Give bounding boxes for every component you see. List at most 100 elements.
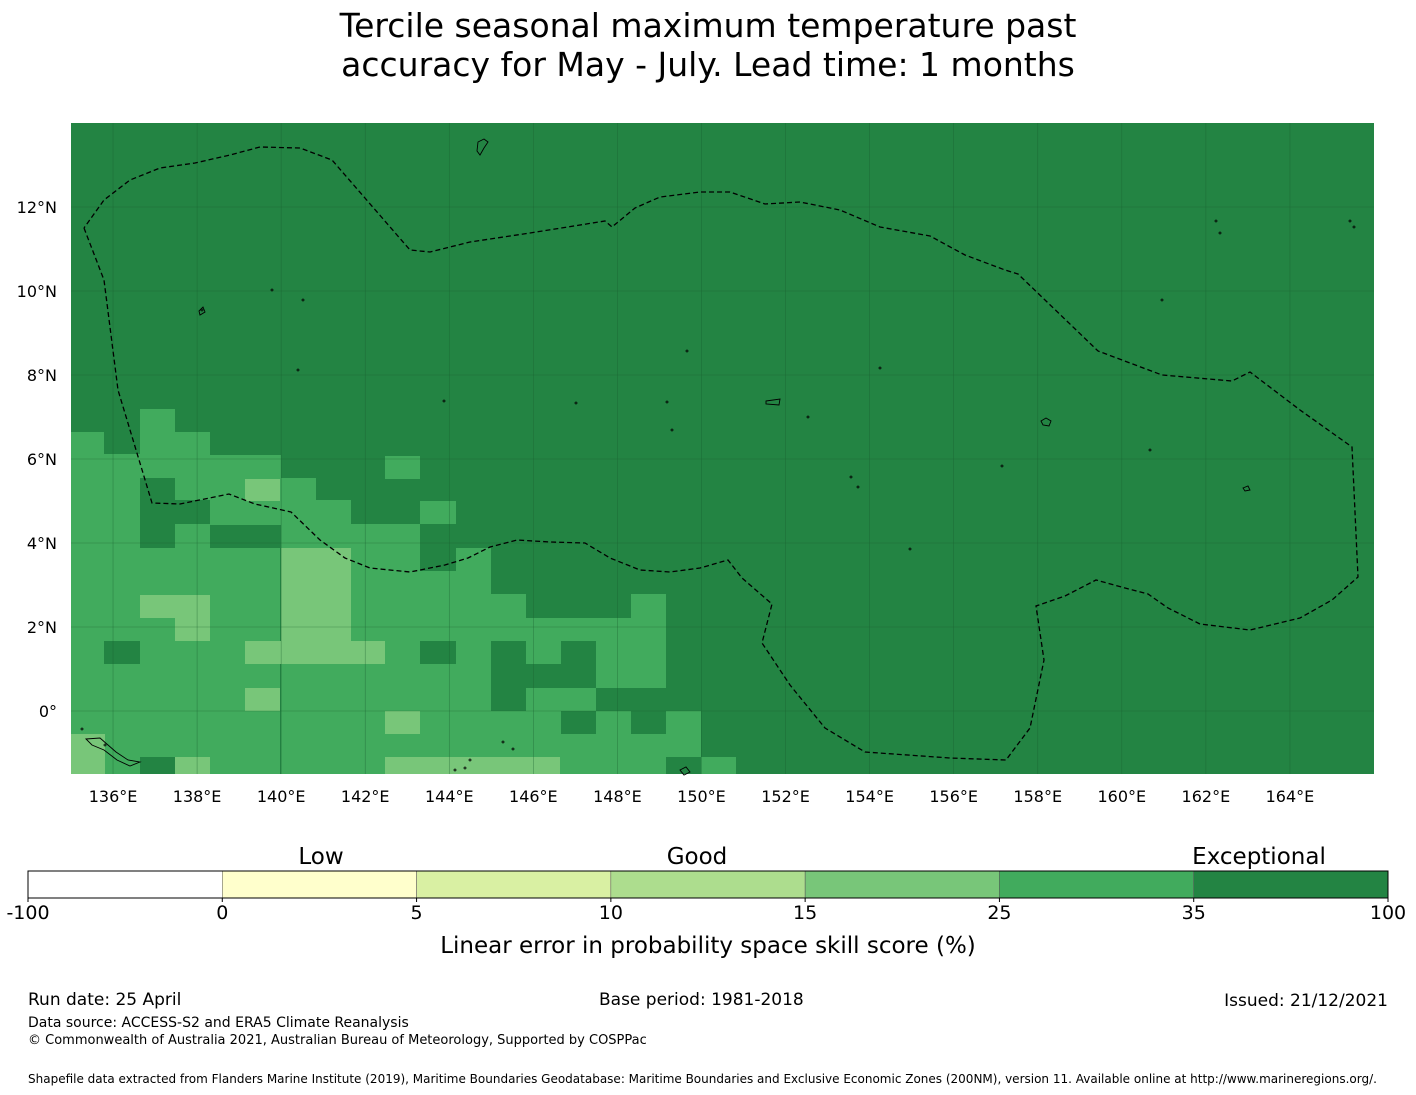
longitude-tick-label: 140°E [257, 787, 306, 806]
grid-cell [351, 524, 421, 548]
island-marker [849, 475, 853, 479]
colorbar-bin [27, 870, 223, 899]
grid-cell [245, 479, 280, 501]
longitude-tick-label: 160°E [1097, 787, 1146, 806]
islands [80, 138, 1356, 776]
island-marker [80, 727, 84, 731]
grid-cell [420, 641, 456, 664]
island-marker [270, 288, 274, 292]
colorbar-bin [804, 870, 1000, 899]
island-marker [670, 428, 674, 432]
latitude-tick-label: 10°N [17, 282, 57, 301]
latitude-tick-label: 8°N [27, 366, 57, 385]
grid-cell [140, 409, 175, 479]
colorbar-ticks: -100 0 5 10 15 25 35 100 [6, 898, 1406, 924]
run-date: Run date: 25 April [28, 990, 182, 1010]
island-marker [878, 366, 882, 370]
island-marker [1000, 464, 1004, 468]
longitude-tick-label: 146°E [509, 787, 558, 806]
island-marker [296, 368, 300, 372]
island-outline [198, 306, 206, 316]
latitude-tick-label: 12°N [17, 198, 57, 217]
longitude-tick-label: 144°E [425, 787, 474, 806]
title-line-1: Tercile seasonal maximum temperature pas… [339, 6, 1077, 45]
grid-cell [245, 641, 281, 664]
island-marker [685, 349, 689, 353]
colorbar-tick-label: 25 [987, 902, 1011, 924]
longitude-tick-label: 156°E [929, 787, 978, 806]
grid-cell [140, 595, 210, 618]
island-marker [442, 399, 446, 403]
issued-date: Issued: 21/12/2021 [1224, 991, 1388, 1011]
island-outline [765, 398, 781, 406]
island-marker [908, 547, 912, 551]
grid-cell [701, 757, 736, 774]
longitude-tick-label: 162°E [1182, 787, 1231, 806]
island-marker [1218, 231, 1222, 235]
longitude-tick-label: 150°E [677, 787, 726, 806]
longitude-tick-label: 158°E [1013, 787, 1062, 806]
data-source: Data source: ACCESS-S2 and ERA5 Climate … [28, 1015, 409, 1031]
island-marker [665, 400, 669, 404]
colorbar-tick-label: 15 [793, 902, 817, 924]
island-marker [453, 768, 457, 772]
island-marker [856, 485, 860, 489]
colorbar-label: Linear error in probability space skill … [440, 933, 976, 959]
grid-cell [456, 548, 491, 571]
grid-cell [281, 478, 316, 548]
skill-score-map: 136°E 138°E 140°E 142°E 144°E 146°E 148°E 150°E… [17, 123, 1374, 806]
grid-cell [104, 454, 140, 500]
colorbar-tick-label: 100 [1370, 902, 1406, 924]
colorbar-outline [27, 870, 1389, 899]
island-outline [476, 138, 489, 156]
grid-cell [71, 734, 105, 774]
longitude-tick-label: 138°E [173, 787, 222, 806]
grid-cell [526, 664, 596, 688]
island-marker [501, 740, 505, 744]
grid-cell [245, 688, 280, 711]
latitude-tick-label: 6°N [27, 450, 57, 469]
grid-cell [666, 711, 701, 757]
grid-cell [491, 641, 526, 711]
island-marker [511, 747, 515, 751]
colorbar-bin [610, 870, 806, 899]
grid-cell [666, 757, 701, 774]
grid-cell [561, 641, 596, 664]
colorbar-bins [27, 870, 1389, 899]
colorbar-bin [999, 870, 1194, 899]
grid-cell [385, 757, 420, 774]
title-line-2: accuracy for May - July. Lead time: 1 mo… [341, 45, 1075, 84]
grid-cell [420, 524, 456, 571]
colorbar-category-good: Good [667, 844, 728, 870]
grid-cell [596, 688, 666, 711]
longitude-tick-label: 152°E [761, 787, 810, 806]
gridlines [71, 123, 1374, 774]
longitude-tick-label: 164°E [1266, 787, 1315, 806]
grid-cell [351, 641, 385, 664]
grid-cell [631, 594, 666, 618]
grid-cell [316, 500, 351, 548]
shapefile-credit: Shapefile data extracted from Flanders M… [28, 1072, 1377, 1086]
colorbar-tick-label: 10 [599, 902, 623, 924]
island-outline [84, 737, 142, 767]
longitude-tick-label: 148°E [593, 787, 642, 806]
longitude-ticks: 136°E 138°E 140°E 142°E 144°E 146°E 148°E 150°E… [89, 787, 1315, 806]
colorbar-tick-label: -100 [6, 902, 49, 924]
grid-cell [175, 432, 210, 478]
island-marker [806, 415, 810, 419]
grid-cell [420, 501, 456, 524]
latitude-tick-label: 0° [39, 702, 57, 721]
colorbar: Low Good Exceptional -100 0 5 10 15 25 35 100 L… [6, 844, 1406, 959]
colorbar-bin [416, 870, 612, 899]
island-outline [679, 766, 691, 776]
island-marker [200, 308, 204, 312]
grid-cell [140, 757, 175, 774]
longitude-tick-label: 136°E [89, 787, 138, 806]
colorbar-bin [222, 870, 417, 899]
island-marker [468, 758, 472, 762]
island-marker [301, 298, 305, 302]
grid-cell [140, 478, 175, 548]
grid-cell [631, 711, 666, 734]
longitude-tick-label: 142°E [341, 787, 390, 806]
